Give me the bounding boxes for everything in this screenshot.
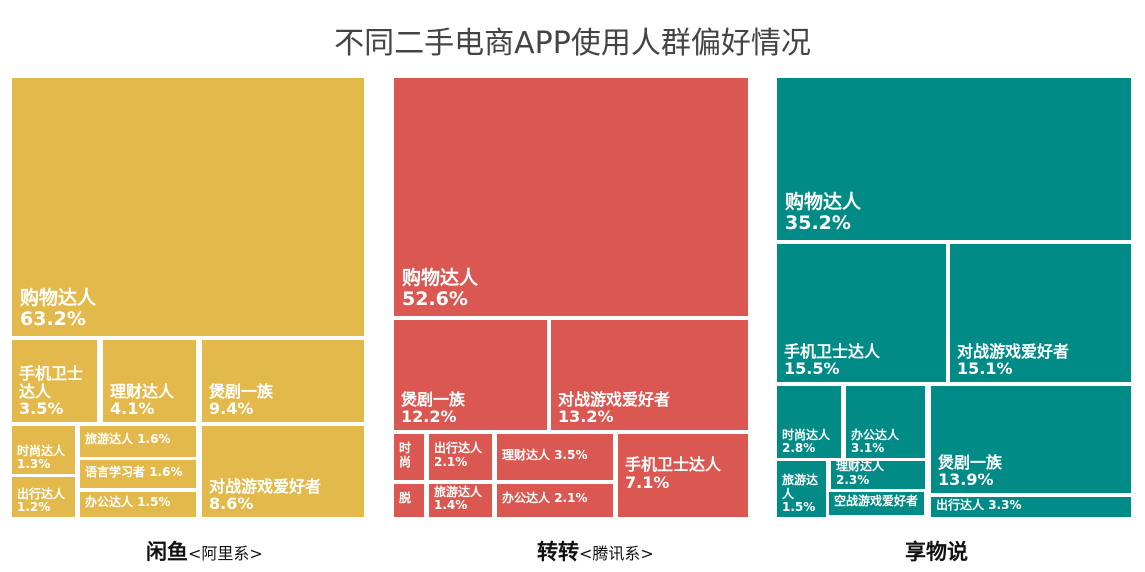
treemap-cell: 购物达人 35.2%: [777, 78, 1131, 240]
cell-value: 63.2%: [20, 308, 86, 331]
treemap-cell: 空战游戏爱好者: [829, 492, 924, 515]
cell-label: 时尚: [399, 441, 412, 469]
treemap-cell: 语言学习者 1.6%: [80, 460, 196, 488]
treemap-cell: 手机卫士达人 7.1%: [618, 434, 748, 517]
treemap-cell: 旅游达人 1.6%: [80, 426, 196, 457]
treemap-cell: 时尚达人 2.8%: [777, 386, 841, 458]
cell-value: 35.2%: [785, 212, 851, 235]
cell-label: 手机卫士达人: [625, 454, 722, 474]
cell-value: 7.1%: [625, 472, 670, 492]
treemap-cell: 理财达人 2.3%: [831, 461, 925, 489]
cell-value: 1.3%: [17, 456, 51, 471]
cell-value: 15.1%: [957, 359, 1013, 379]
cell-label: 对战游戏爱好者: [558, 389, 671, 409]
cell-value: 3.5%: [554, 447, 588, 462]
panel-label-xianyu: 闲鱼<阿里系>: [146, 540, 263, 564]
cell-value: 8.6%: [209, 494, 254, 514]
cell-label: 煲剧一族: [209, 381, 274, 401]
cell-label: 对战游戏爱好者: [957, 341, 1070, 361]
cell-label: 购物达人: [785, 191, 862, 214]
cell-label: 理财达人: [502, 447, 551, 462]
treemap-cell: 理财达人 3.5%: [497, 434, 613, 480]
treemap-cell: 对战游戏爱好者 8.6%: [202, 426, 364, 517]
treemap-cell: 出行达人 3.3%: [931, 497, 1131, 517]
treemap-cell: 办公达人 1.5%: [80, 492, 196, 517]
treemap-cell: 时尚达人 1.3%: [12, 426, 75, 474]
cell-value: 1.4%: [434, 498, 468, 512]
treemap-cell: 办公达人 2.1%: [497, 484, 613, 517]
treemap-cell: 办公达人 3.1%: [846, 386, 925, 458]
cell-value: 2.1%: [434, 454, 468, 469]
cell-value: 13.2%: [558, 407, 614, 427]
cell-label: 办公达人: [502, 491, 551, 506]
treemap-cell: 出行达人 1.2%: [12, 477, 75, 517]
cell-value: 4.1%: [110, 399, 155, 419]
cell-label: 语言学习者: [85, 464, 146, 479]
treemap-cell: 煲剧一族 9.4%: [202, 340, 364, 422]
treemap-cell: 对战游戏爱好者 13.2%: [551, 320, 748, 430]
treemap-cell: 煲剧一族 12.2%: [394, 320, 547, 430]
treemap-cell: 购物达人 52.6%: [394, 78, 748, 316]
cell-value: 1.6%: [137, 432, 171, 447]
treemap-cell: 对战游戏爱好者 15.1%: [950, 244, 1131, 382]
cell-label: 手机卫士达人: [19, 364, 84, 401]
cell-label: 煲剧一族: [938, 452, 1003, 472]
cell-value: 2.3%: [836, 472, 870, 487]
cell-value: 1.5%: [137, 495, 171, 510]
chart-title: 不同二手电商APP使用人群偏好情况: [334, 26, 811, 61]
treemap-cell: 手机卫士达人 3.5%: [12, 340, 97, 422]
treemap-cell: 时尚: [394, 434, 424, 480]
cell-label: 办公达人: [85, 495, 134, 510]
cell-label: 理财达人: [110, 381, 175, 401]
treemap-cell: 手机卫士达人 15.5%: [777, 244, 946, 382]
cell-label: 对战游戏爱好者: [209, 476, 322, 496]
cell-value: 1.2%: [17, 499, 51, 514]
cell-value: 2.1%: [554, 491, 588, 506]
cell-label: 旅游达人: [782, 473, 819, 501]
cell-label: 手机卫士达人: [784, 341, 881, 361]
cell-value: 52.6%: [402, 288, 468, 311]
cell-value: 9.4%: [209, 399, 254, 419]
cell-label: 煲剧一族: [401, 389, 466, 409]
cell-value: 2.8%: [782, 440, 816, 455]
cell-label: 时尚达人: [782, 427, 831, 442]
treemap-cell: 理财达人 4.1%: [103, 340, 196, 422]
cell-value: 3.3%: [988, 497, 1022, 512]
cell-label: 出行达人: [17, 486, 66, 501]
cell-label: 出行达人: [936, 497, 985, 512]
treemap-cell: 脱: [394, 484, 424, 517]
cell-label: 办公达人: [851, 427, 900, 442]
cell-value: 12.2%: [401, 407, 457, 427]
treemap-cell: 煲剧一族 13.9%: [931, 386, 1131, 493]
cell-label: 旅游达人: [85, 432, 134, 447]
panel-label-xiangwushuo: 享物说: [905, 540, 968, 564]
cell-label: 时尚达人: [17, 443, 66, 458]
cell-label: 理财达人: [836, 461, 885, 474]
cell-label: 旅游达人: [434, 484, 483, 499]
cell-value: 13.9%: [938, 470, 994, 490]
treemap-cell: 旅游达人 1.5%: [777, 461, 826, 517]
cell-value: 3.1%: [851, 440, 885, 455]
cell-label: 空战游戏爱好者: [834, 494, 919, 509]
treemap-cell: 出行达人 2.1%: [429, 434, 492, 480]
treemap-cell: 购物达人 63.2%: [12, 78, 364, 336]
cell-value: 15.5%: [784, 359, 840, 379]
panel-label-zhuanzhuan: 转转<腾讯系>: [537, 540, 654, 564]
cell-label: 脱: [399, 491, 412, 506]
cell-value: 1.5%: [782, 499, 816, 514]
cell-value: 3.5%: [19, 399, 64, 419]
treemap-cell: 旅游达人 1.4%: [429, 484, 492, 517]
cell-label: 购物达人: [20, 287, 97, 310]
cell-value: 1.6%: [149, 464, 183, 479]
cell-label: 购物达人: [402, 267, 479, 290]
cell-label: 出行达人: [434, 441, 483, 456]
